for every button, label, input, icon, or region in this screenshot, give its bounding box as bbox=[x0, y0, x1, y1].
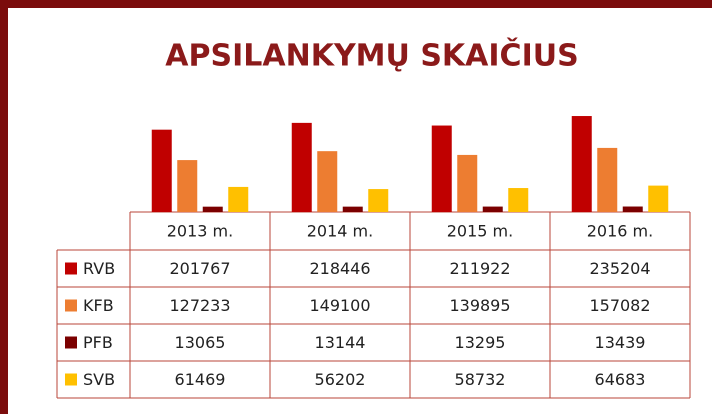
bar bbox=[482, 206, 503, 212]
table-value: 13144 bbox=[315, 333, 366, 352]
bar bbox=[571, 116, 592, 212]
legend-key bbox=[65, 262, 77, 275]
table-value: 127233 bbox=[169, 296, 230, 315]
table-value: 13065 bbox=[175, 333, 226, 352]
category-label: 2016 m. bbox=[587, 222, 653, 241]
legend-label: PFB bbox=[83, 333, 113, 352]
category-label: 2013 m. bbox=[167, 222, 233, 241]
bar bbox=[151, 129, 172, 212]
bar bbox=[431, 125, 452, 212]
legend-key bbox=[65, 373, 77, 386]
bar bbox=[457, 154, 478, 212]
bar bbox=[291, 122, 312, 212]
table-value: 139895 bbox=[449, 296, 510, 315]
category-label: 2015 m. bbox=[447, 222, 513, 241]
table-value: 211922 bbox=[449, 259, 510, 278]
bar bbox=[597, 147, 618, 212]
table-value: 58732 bbox=[455, 370, 506, 389]
bar bbox=[228, 186, 249, 212]
bar bbox=[177, 160, 198, 212]
table-value: 61469 bbox=[175, 370, 226, 389]
legend-label: KFB bbox=[83, 296, 114, 315]
bar bbox=[648, 185, 669, 212]
bar bbox=[317, 151, 338, 212]
table-value: 64683 bbox=[595, 370, 646, 389]
category-label: 2014 m. bbox=[307, 222, 373, 241]
bar bbox=[508, 188, 529, 212]
bar bbox=[368, 189, 389, 212]
table-value: 235204 bbox=[589, 259, 650, 278]
table-value: 149100 bbox=[309, 296, 370, 315]
table-value: 157082 bbox=[589, 296, 650, 315]
table-value: 56202 bbox=[315, 370, 366, 389]
legend-key bbox=[65, 336, 77, 349]
bar bbox=[202, 206, 223, 212]
chart-title: APSILANKYMŲ SKAIČIUS bbox=[165, 37, 578, 74]
table-value: 218446 bbox=[309, 259, 370, 278]
legend-label: RVB bbox=[83, 259, 115, 278]
bar bbox=[622, 206, 643, 212]
bar bbox=[342, 206, 363, 212]
table-value: 13295 bbox=[455, 333, 506, 352]
legend-label: SVB bbox=[83, 370, 115, 389]
table-value: 201767 bbox=[169, 259, 230, 278]
table-value: 13439 bbox=[595, 333, 646, 352]
legend-key bbox=[65, 299, 77, 312]
